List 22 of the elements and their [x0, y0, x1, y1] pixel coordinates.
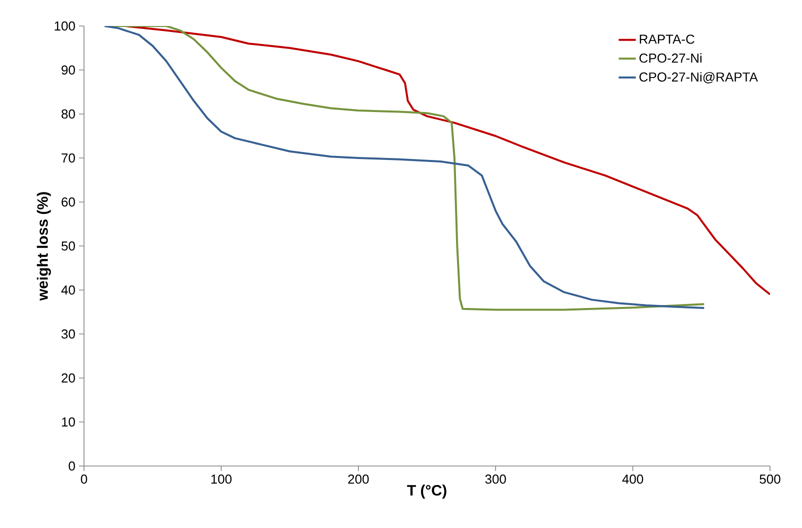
x-tick-label: 500: [760, 474, 780, 484]
y-tick-label: 40: [61, 285, 75, 295]
x-tick-label: 300: [485, 474, 506, 484]
y-tick-label: 0: [68, 461, 75, 471]
x-tick-label: 400: [622, 474, 644, 484]
y-tick-label: 80: [62, 109, 75, 119]
y-tick-label: 60: [62, 197, 75, 207]
y-tick-label: 30: [62, 329, 75, 339]
y-tick-label: 50: [62, 241, 75, 251]
legend-label: CPO-27-Ni@RAPTA: [639, 72, 758, 84]
y-axis-title: weight loss (%): [36, 192, 51, 301]
y-tick-label: 70: [62, 153, 75, 163]
x-tick-label: 200: [348, 474, 369, 484]
y-tick-label: 20: [62, 373, 75, 383]
y-tick-label: 10: [62, 417, 75, 427]
legend-label: RAPTA-C: [640, 34, 694, 44]
x-axis-title: T (°C): [407, 484, 446, 499]
y-tick-label: 90: [62, 65, 75, 75]
x-tick-label: 100: [211, 474, 232, 484]
y-tick-label: 100: [54, 21, 75, 31]
x-tick-label: 0: [80, 474, 88, 484]
legend-label: CPO-27-Ni: [639, 53, 702, 63]
